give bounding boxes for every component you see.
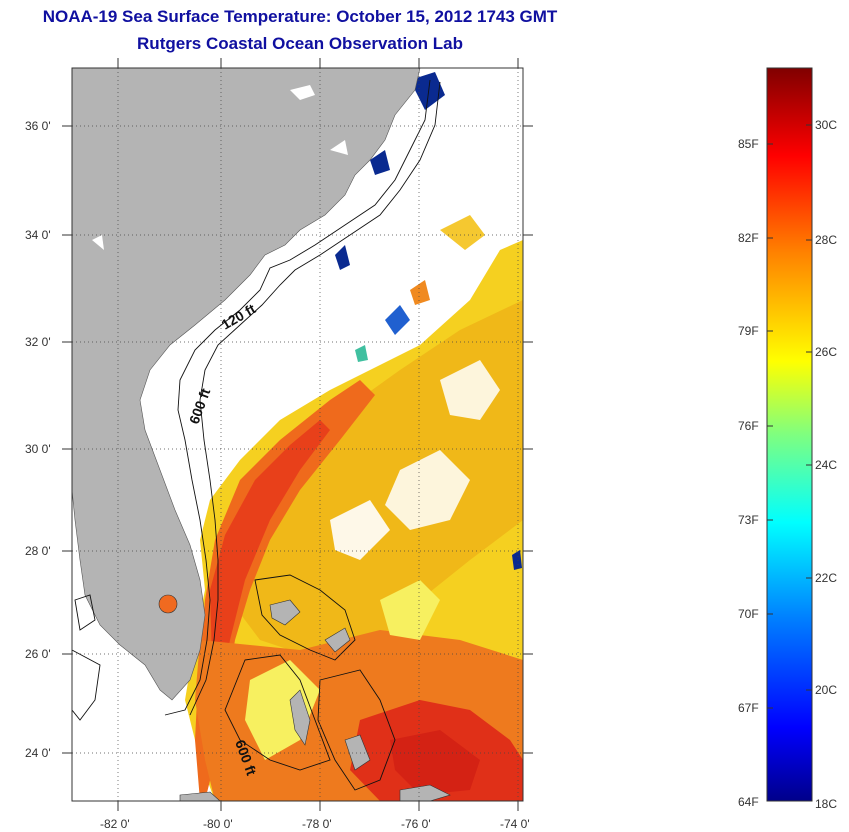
latitude-labels: 24 0' 26 0' 28 0' 30 0' 32 0' 34 0' 36 0… xyxy=(25,119,51,760)
lat-label: 36 0' xyxy=(25,119,51,133)
lon-label: -80 0' xyxy=(203,817,233,831)
map-subtitle: Rutgers Coastal Ocean Observation Lab xyxy=(137,34,463,53)
lon-label: -82 0' xyxy=(100,817,130,831)
colorbar-c-label: 20C xyxy=(815,683,838,697)
colorbar-f-label: 64F xyxy=(738,795,759,809)
depth-contours xyxy=(72,79,441,791)
colorbar-c-label: 26C xyxy=(815,345,838,359)
lon-label: -76 0' xyxy=(401,817,431,831)
lat-label: 28 0' xyxy=(25,544,51,558)
lon-label: -78 0' xyxy=(302,817,332,831)
colorbar-ticks xyxy=(767,124,812,709)
colorbar-c-label: 22C xyxy=(815,571,838,585)
colorbar-c-label: 30C xyxy=(815,118,838,132)
colorbar-f-label: 73F xyxy=(738,513,759,527)
map-frame xyxy=(71,67,524,802)
colorbar-f-label: 67F xyxy=(738,701,759,715)
colorbar-c-label: 28C xyxy=(815,233,838,247)
colorbar-c-label: 24C xyxy=(815,458,838,472)
sst-field xyxy=(185,72,523,801)
colorbar-f-label: 82F xyxy=(738,231,759,245)
lon-label: -74 0' xyxy=(500,817,530,831)
lat-label: 34 0' xyxy=(25,228,51,242)
map-area: 120 ft 600 ft 600 ft xyxy=(72,68,523,801)
lat-label: 32 0' xyxy=(25,335,51,349)
temperature-colorbar xyxy=(766,67,813,802)
axis-ticks xyxy=(62,58,533,811)
colorbar-f-label: 70F xyxy=(738,607,759,621)
colorbar-f-label: 85F xyxy=(738,137,759,151)
colorbar-f-label: 79F xyxy=(738,324,759,338)
lat-label: 26 0' xyxy=(25,647,51,661)
colorbar-c-label: 18C xyxy=(815,797,838,811)
longitude-labels: -82 0' -80 0' -78 0' -76 0' -74 0' xyxy=(100,817,530,831)
map-title: NOAA-19 Sea Surface Temperature: October… xyxy=(42,7,558,26)
colorbar-f-label: 76F xyxy=(738,419,759,433)
lat-label: 30 0' xyxy=(25,442,51,456)
land-mass xyxy=(72,68,451,801)
lat-label: 24 0' xyxy=(25,746,51,760)
